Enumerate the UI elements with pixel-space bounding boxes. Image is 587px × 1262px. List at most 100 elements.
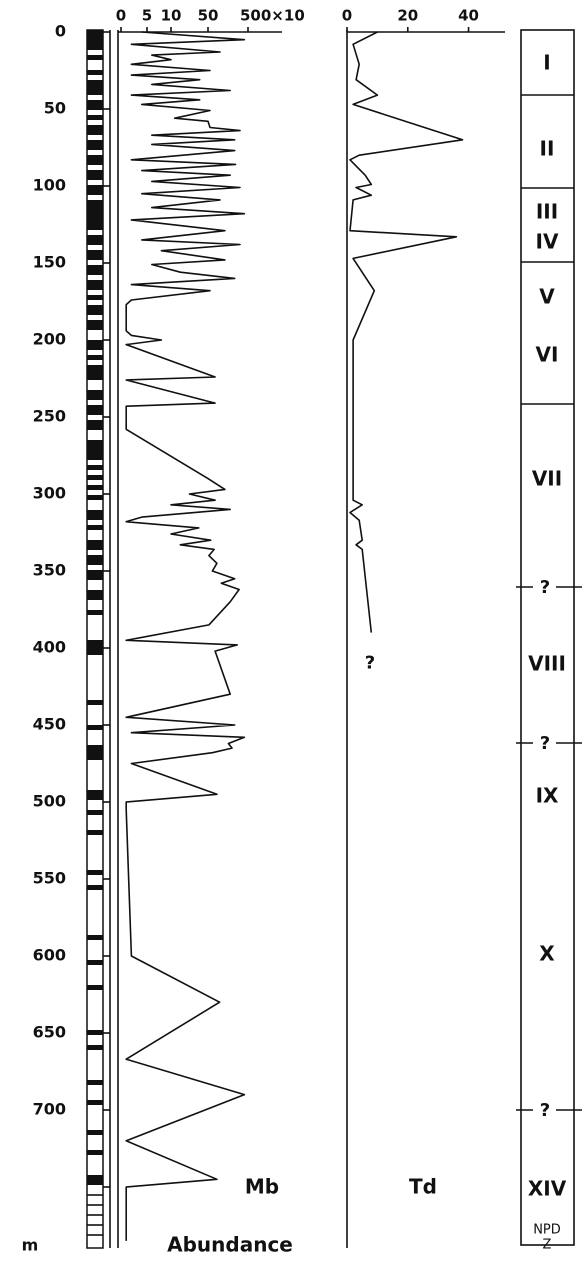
zone-label: X xyxy=(539,942,555,966)
series-name: Mb xyxy=(245,1175,279,1199)
depth-tick-label: 700 xyxy=(33,1100,66,1119)
lithology-bed xyxy=(87,745,103,760)
lithology-bed xyxy=(87,960,103,965)
lithology-bed xyxy=(87,365,103,380)
lithology-bed xyxy=(87,280,103,290)
x-tick-label: 10 xyxy=(161,7,182,25)
zone-label: IV xyxy=(536,230,559,254)
lithology-bed xyxy=(87,640,103,655)
lithology-bed xyxy=(87,320,103,330)
depth-tick-label: 550 xyxy=(33,869,66,888)
lithology-bed xyxy=(87,885,103,890)
zone-label: VII xyxy=(532,467,562,491)
lithology-bed xyxy=(87,570,103,580)
zone-label: VIII xyxy=(528,652,566,676)
lithology-bed xyxy=(87,170,103,180)
lithology-bed xyxy=(87,420,103,430)
depth-tick-label: 300 xyxy=(33,484,66,503)
x-tick-label: 0 xyxy=(116,7,126,25)
lithology-bed xyxy=(87,790,103,800)
lithology-bed xyxy=(87,1045,103,1050)
lithology-bed xyxy=(87,265,103,275)
lithology-bed xyxy=(87,830,103,835)
zone-label: V xyxy=(539,285,555,309)
lithology-bed xyxy=(87,55,103,60)
lithology-bed xyxy=(87,185,103,195)
depth-tick-label: 400 xyxy=(33,638,66,657)
x-tick-label: 40 xyxy=(458,7,479,25)
lithology-bed xyxy=(87,465,103,470)
lithology-bed xyxy=(87,935,103,940)
lithology-bed xyxy=(87,870,103,875)
lithology-bed xyxy=(87,700,103,705)
x-tick-label: 500×10 xyxy=(240,7,305,25)
depth-tick-label: 350 xyxy=(33,561,66,580)
lithology-bed xyxy=(87,1030,103,1035)
x-tick-label: 0 xyxy=(342,7,352,25)
lithology-bed xyxy=(87,295,103,300)
zone-label: II xyxy=(540,137,555,161)
x-tick-label: 20 xyxy=(397,7,418,25)
zone-label: III xyxy=(536,200,558,224)
zone-label: XIV xyxy=(528,1177,567,1201)
zone-box xyxy=(520,29,575,1246)
lithology-bed xyxy=(87,340,103,350)
depth-tick-label: 250 xyxy=(33,407,66,426)
series-name: Td xyxy=(409,1175,437,1199)
lithology-bed xyxy=(87,200,103,230)
lithology-bed xyxy=(87,1175,103,1185)
x-tick-label: 50 xyxy=(198,7,219,25)
depth-tick-label: 100 xyxy=(33,176,66,195)
lithology-bed xyxy=(87,100,103,110)
depth-tick-label: 450 xyxy=(33,715,66,734)
zone-label: VI xyxy=(536,343,559,367)
lithology-bed xyxy=(87,390,103,400)
lithology-bed xyxy=(87,525,103,530)
zone-label: ? xyxy=(540,733,550,754)
zone-column: I II III IV V VI VII ? VIII ? IX X ? XIV… xyxy=(516,29,582,1253)
zone-title: NPD xyxy=(533,1223,561,1238)
lithology-bed xyxy=(87,810,103,815)
depth-tick-label: 50 xyxy=(44,99,66,118)
zone-label: I xyxy=(543,51,550,75)
zone-label: IX xyxy=(536,784,559,808)
lithology-bed xyxy=(87,485,103,490)
lithology-bed xyxy=(87,70,103,75)
depth-tick-label: 500 xyxy=(33,792,66,811)
lithology-bed xyxy=(87,235,103,245)
lithology-bed xyxy=(87,405,103,415)
lithology-bed xyxy=(87,725,103,730)
lithology-bed xyxy=(87,555,103,565)
lithology-bed xyxy=(87,355,103,360)
lithology-bed xyxy=(87,30,103,50)
lithology-bed xyxy=(87,985,103,990)
x-tick-label: 5 xyxy=(142,7,152,25)
zone-title: Z xyxy=(543,1238,552,1253)
lithology-bed xyxy=(87,610,103,615)
series-line xyxy=(349,31,464,633)
lithology-bed xyxy=(87,250,103,260)
lithology-bed xyxy=(87,140,103,150)
lithology-bed xyxy=(87,305,103,315)
lithology-bed xyxy=(87,1100,103,1105)
zone-label: ? xyxy=(540,577,550,598)
depth-unit: m xyxy=(22,1236,39,1255)
depth-tick-label: 600 xyxy=(33,946,66,965)
lithology-bed xyxy=(87,155,103,165)
lithology-bed xyxy=(87,1080,103,1085)
lithology-bed xyxy=(87,125,103,135)
zone-label: ? xyxy=(540,1100,550,1121)
lithology-bed xyxy=(87,440,103,460)
lithology-bed xyxy=(87,1150,103,1155)
lithology-bed xyxy=(87,590,103,600)
depth-tick-label: 200 xyxy=(33,330,66,349)
depth-tick-label: 650 xyxy=(33,1023,66,1042)
lithology-bed xyxy=(87,115,103,120)
lithology-bed xyxy=(87,80,103,95)
lithology-bed xyxy=(87,510,103,520)
lithology-bed xyxy=(87,495,103,500)
annotation: ? xyxy=(365,652,375,673)
depth-tick-label: 150 xyxy=(33,253,66,272)
x-axis-label: Abundance xyxy=(167,1233,293,1257)
